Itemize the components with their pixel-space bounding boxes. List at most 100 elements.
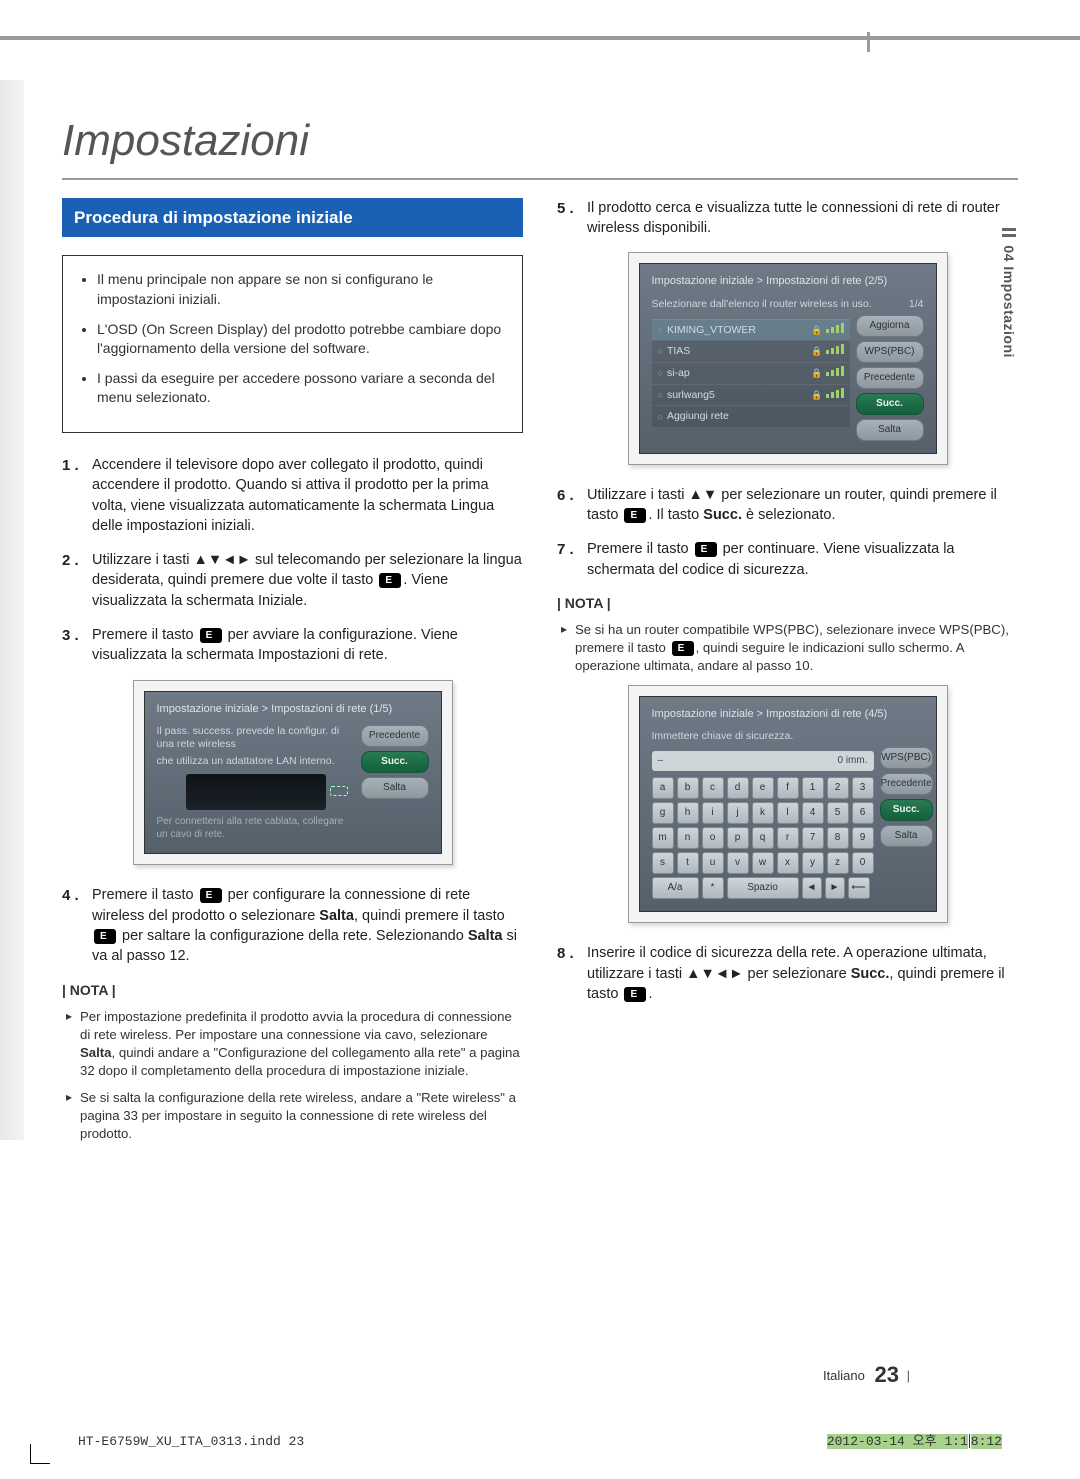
key[interactable]: d xyxy=(727,777,749,799)
key[interactable]: q xyxy=(752,827,774,849)
chapter-tab: 04 Impostazioni xyxy=(998,228,1018,358)
device-illustration xyxy=(186,774,326,810)
space-key[interactable]: Spazio xyxy=(727,877,799,899)
refresh-button[interactable]: Aggiorna xyxy=(856,315,924,337)
key[interactable]: 8 xyxy=(827,827,849,849)
step-text: Premere il tasto per continuare. Viene v… xyxy=(587,539,1018,580)
key[interactable]: 3 xyxy=(852,777,874,799)
step-number: 8 . xyxy=(557,943,587,1004)
lock-icon: 🔒 xyxy=(811,325,822,335)
lock-icon: 🔒 xyxy=(811,390,822,400)
shot-title: Impostazione iniziale > Impostazioni di … xyxy=(157,702,429,717)
step-item: 2 . Utilizzare i tasti ▲▼◄► sul telecoma… xyxy=(62,550,523,611)
page: Impostazioni 04 Impostazioni Procedura d… xyxy=(0,0,1080,1479)
step-number: 7 . xyxy=(557,539,587,580)
router-name: Aggiungi rete xyxy=(667,409,729,424)
key[interactable]: j xyxy=(727,802,749,824)
skip-button[interactable]: Salta xyxy=(361,777,429,799)
router-list: KIMING_VTOWER 🔒 TIAS 🔒 si-ap 🔒 xyxy=(652,319,850,427)
key[interactable]: 6 xyxy=(852,802,874,824)
key[interactable]: k xyxy=(752,802,774,824)
key[interactable]: 0 xyxy=(852,852,874,874)
key[interactable]: 2 xyxy=(827,777,849,799)
step-text: Premere il tasto per avviare la configur… xyxy=(92,625,523,666)
skip-button[interactable]: Salta xyxy=(880,825,933,847)
key[interactable]: z xyxy=(827,852,849,874)
key[interactable]: y xyxy=(802,852,824,874)
lock-icon: 🔒 xyxy=(811,368,822,378)
backspace-key[interactable]: ⟵ xyxy=(848,877,870,899)
key[interactable]: r xyxy=(777,827,799,849)
key[interactable]: g xyxy=(652,802,674,824)
step-number: 2 . xyxy=(62,550,92,611)
note-heading: | NOTA | xyxy=(557,594,1018,614)
enter-icon xyxy=(200,628,222,643)
key[interactable]: l xyxy=(777,802,799,824)
page-number-bar: | xyxy=(907,1368,910,1383)
key[interactable]: 9 xyxy=(852,827,874,849)
router-row[interactable]: KIMING_VTOWER 🔒 xyxy=(652,319,850,341)
note-list: Se si ha un router compatibile WPS(PBC),… xyxy=(557,621,1018,674)
router-name: TIAS xyxy=(667,344,690,359)
page-title: Impostazioni xyxy=(62,110,1018,180)
signal-icon xyxy=(826,344,844,354)
prev-button[interactable]: Precedente xyxy=(361,725,429,747)
wps-button[interactable]: WPS(PBC) xyxy=(880,747,933,769)
router-row[interactable]: si-ap 🔒 xyxy=(652,362,850,384)
step-text: Accendere il televisore dopo aver colleg… xyxy=(92,455,523,536)
next-button[interactable]: Succ. xyxy=(856,393,924,415)
enter-icon xyxy=(695,542,717,557)
key[interactable]: w xyxy=(752,852,774,874)
key[interactable]: n xyxy=(677,827,699,849)
router-row[interactable]: TIAS 🔒 xyxy=(652,340,850,362)
steps-list: 1 . Accendere il televisore dopo aver co… xyxy=(62,455,523,666)
indd-filename: HT-E6759W_XU_ITA_0313.indd 23 xyxy=(78,1433,304,1451)
security-input[interactable]: – 0 imm. xyxy=(652,751,874,771)
symbol-key[interactable]: * xyxy=(702,877,724,899)
key[interactable]: p xyxy=(727,827,749,849)
signal-icon xyxy=(826,366,844,376)
skip-button[interactable]: Salta xyxy=(856,419,924,441)
prev-button[interactable]: Precedente xyxy=(880,773,933,795)
nav-right-key[interactable]: ► xyxy=(825,877,845,899)
next-button[interactable]: Succ. xyxy=(361,751,429,773)
router-row[interactable]: surlwang5 🔒 xyxy=(652,384,850,406)
step-item: 6 . Utilizzare i tasti ▲▼ per selezionar… xyxy=(557,485,1018,526)
key[interactable]: b xyxy=(677,777,699,799)
note-list: Per impostazione predefinita il prodotto… xyxy=(62,1008,523,1143)
next-button[interactable]: Succ. xyxy=(880,799,933,821)
onscreen-keyboard: a b c d e f 1 2 3 xyxy=(652,777,874,899)
add-network-row[interactable]: Aggiungi rete xyxy=(652,405,850,427)
key[interactable]: m xyxy=(652,827,674,849)
input-caret: – xyxy=(658,754,664,768)
key[interactable]: 7 xyxy=(802,827,824,849)
chapter-tab-label: 04 Impostazioni xyxy=(1001,245,1017,358)
enter-icon xyxy=(624,987,646,1002)
screenshot-net-4-5: Impostazione iniziale > Impostazioni di … xyxy=(628,685,948,924)
shot-desc: che utilizza un adattatore LAN interno. xyxy=(157,755,355,768)
key[interactable]: e xyxy=(752,777,774,799)
left-gutter xyxy=(0,80,24,1140)
info-bullet: L'OSD (On Screen Display) del prodotto p… xyxy=(97,320,506,359)
timestamp-b: 8:12 xyxy=(971,1434,1002,1449)
key[interactable]: 1 xyxy=(802,777,824,799)
key[interactable]: v xyxy=(727,852,749,874)
key[interactable]: a xyxy=(652,777,674,799)
shift-key[interactable]: A/a xyxy=(652,877,699,899)
note-heading: | NOTA | xyxy=(62,981,523,1001)
key[interactable]: s xyxy=(652,852,674,874)
key[interactable]: t xyxy=(677,852,699,874)
key[interactable]: 5 xyxy=(827,802,849,824)
key[interactable]: c xyxy=(702,777,724,799)
nav-left-key[interactable]: ◄ xyxy=(802,877,822,899)
key[interactable]: x xyxy=(777,852,799,874)
key[interactable]: h xyxy=(677,802,699,824)
shot-footer: Per connettersi alla rete cablata, colle… xyxy=(157,816,355,841)
key[interactable]: i xyxy=(702,802,724,824)
prev-button[interactable]: Precedente xyxy=(856,367,924,389)
key[interactable]: f xyxy=(777,777,799,799)
key[interactable]: u xyxy=(702,852,724,874)
key[interactable]: o xyxy=(702,827,724,849)
wps-button[interactable]: WPS(PBC) xyxy=(856,341,924,363)
key[interactable]: 4 xyxy=(802,802,824,824)
